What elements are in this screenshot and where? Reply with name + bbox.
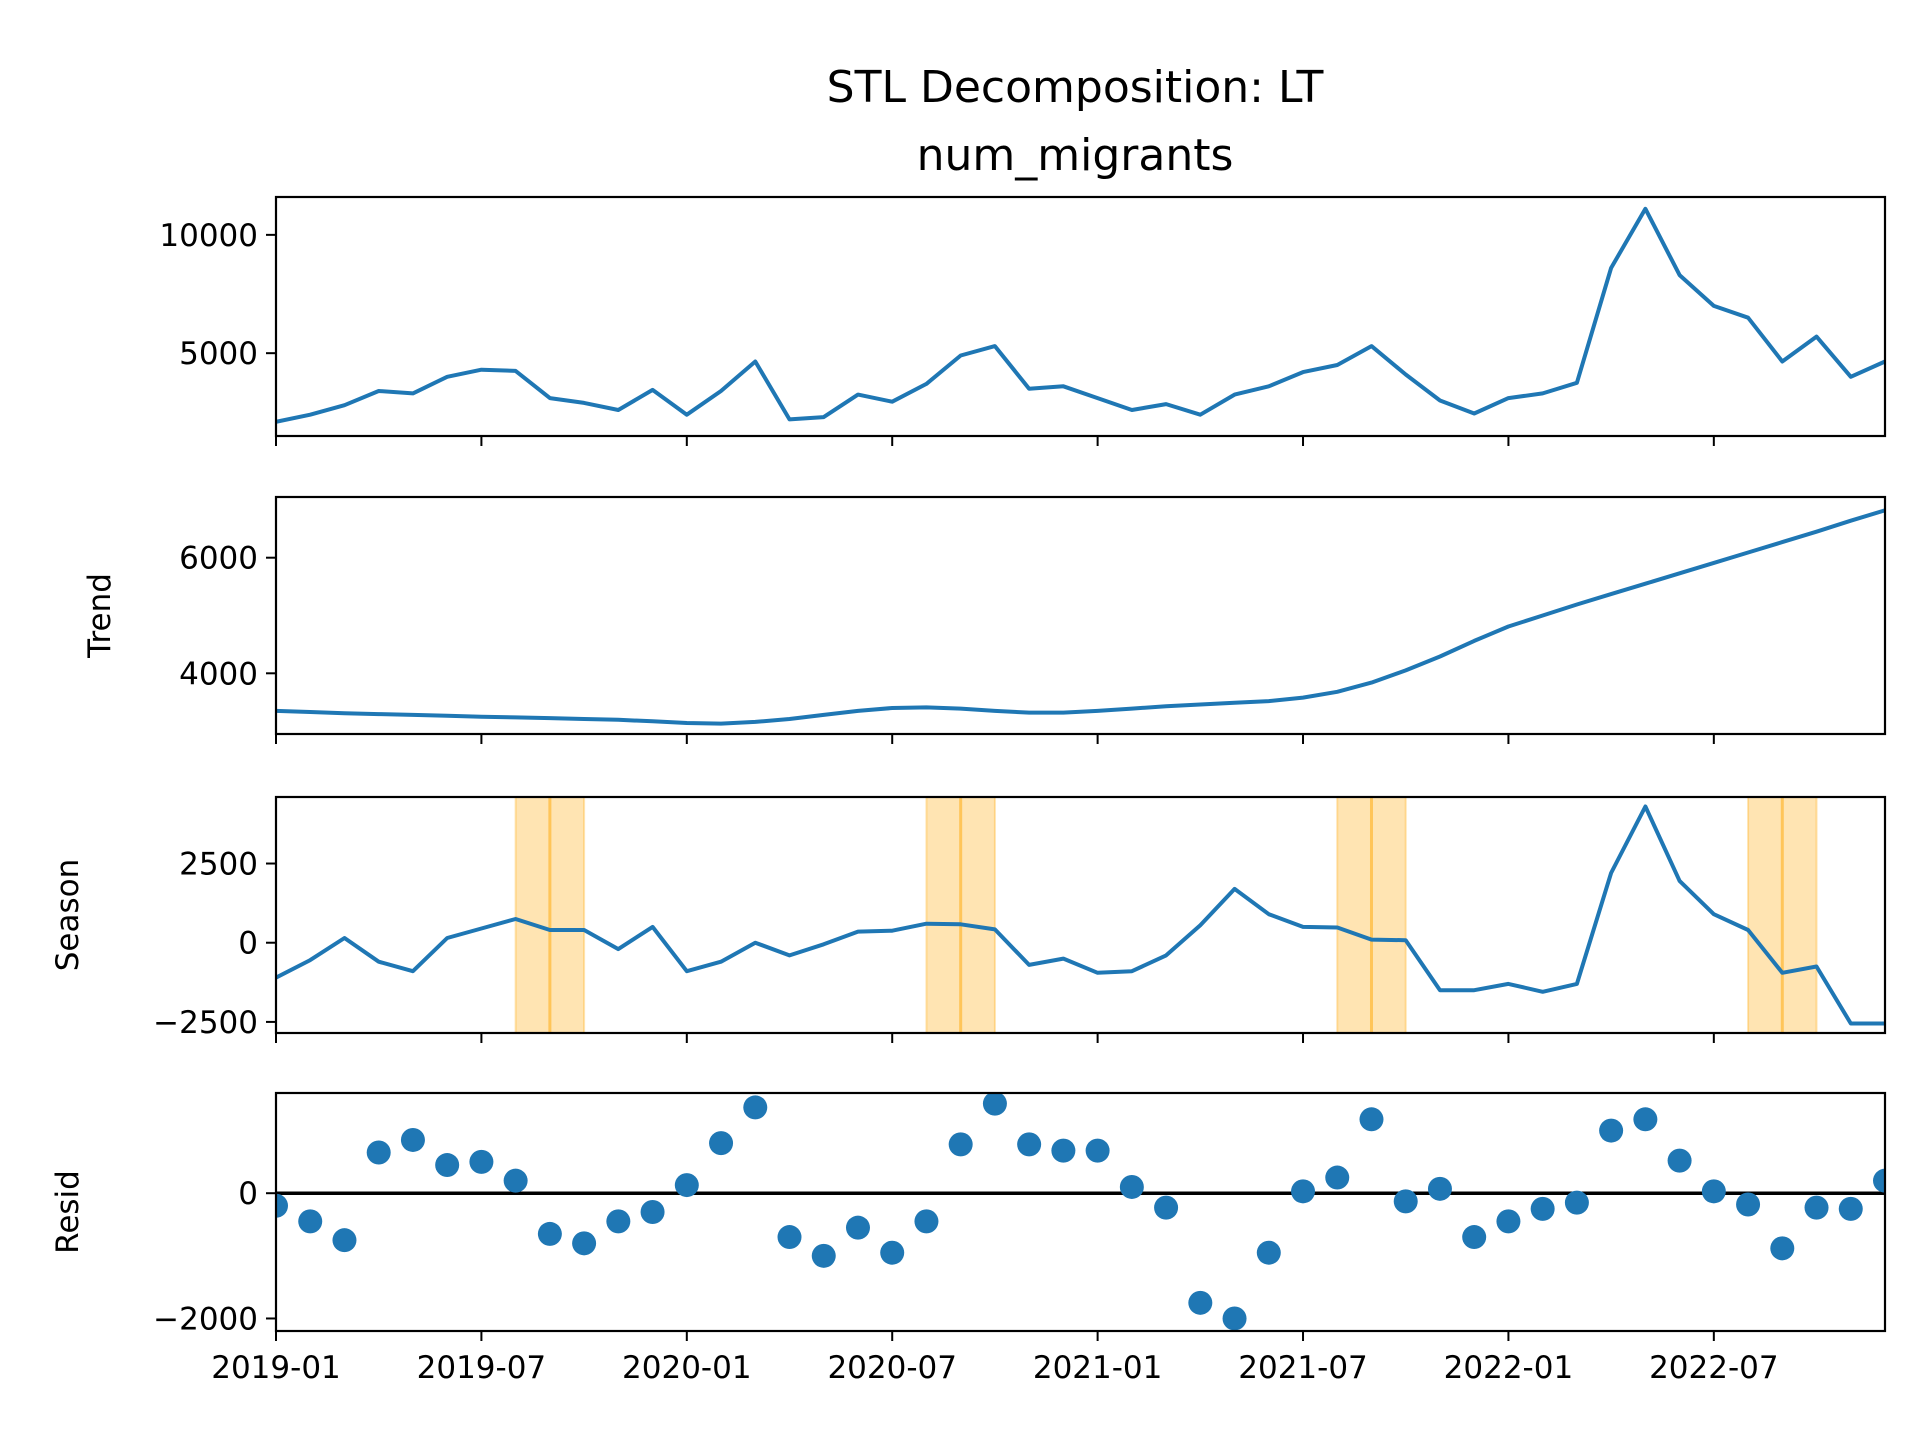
resid-point [1427, 1176, 1452, 1201]
resid-point [1119, 1174, 1144, 1199]
axes-frame [274, 195, 1887, 438]
resid-point [674, 1173, 699, 1198]
resid-point [1564, 1190, 1589, 1215]
x-tick-label: 2022-01 [1444, 1350, 1574, 1386]
resid-point [469, 1149, 494, 1174]
x-tick-label: 2022-07 [1649, 1350, 1779, 1386]
y-tick-label: 10000 [159, 218, 258, 254]
y-tick-label: 5000 [179, 336, 258, 372]
resid-point [948, 1132, 973, 1157]
resid-point [537, 1221, 562, 1246]
resid-point [1530, 1196, 1555, 1221]
y-tick-label: −2000 [153, 1301, 258, 1337]
data-marks [276, 804, 1885, 1026]
resid-point [1359, 1107, 1384, 1132]
y-axis-label: Trend [82, 573, 118, 659]
axes-frame [274, 795, 1887, 1035]
resid-point [276, 1193, 288, 1218]
axes-frame [274, 495, 1887, 736]
resid-point [982, 1093, 1007, 1116]
y-axis-label: Resid [50, 1170, 86, 1254]
y-tick-label: 2500 [179, 847, 258, 883]
x-tick-label: 2021-07 [1238, 1350, 1368, 1386]
resid-point [1496, 1209, 1521, 1234]
resid-point [880, 1240, 905, 1265]
x-tick-label: 2019-07 [417, 1350, 547, 1386]
resid-point [1770, 1236, 1795, 1261]
resid-point [1701, 1179, 1726, 1204]
resid-point [1325, 1165, 1350, 1190]
data-marks [276, 1093, 1885, 1331]
axes-frame [274, 1091, 1887, 1333]
y-tick-label: 0 [238, 926, 258, 962]
resid-point [1393, 1189, 1418, 1214]
resid-point [1017, 1132, 1042, 1157]
y-tick-label: 0 [238, 1176, 258, 1212]
resid-point [1804, 1195, 1829, 1220]
x-tick-label: 2020-01 [622, 1350, 752, 1386]
panel-resid: −2000 0 Resid 2019-01 2019-07 2020-01 2020-07 2… [50, 1091, 1887, 1386]
resid-point [332, 1228, 357, 1253]
resid-point [435, 1153, 460, 1178]
panel-observed: 5000 10000 [159, 195, 1887, 446]
resid-point [298, 1209, 323, 1234]
chart-title: STL Decomposition: LT [827, 62, 1324, 113]
x-tick-label: 2020-07 [827, 1350, 957, 1386]
resid-point [572, 1231, 597, 1256]
series-line-season [276, 804, 1885, 1026]
resid-point [1599, 1118, 1624, 1143]
resid-point [1256, 1240, 1281, 1265]
y-axis-label: Season [50, 859, 86, 972]
resid-point [1462, 1225, 1487, 1250]
resid-point [640, 1200, 665, 1224]
resid-point [366, 1140, 391, 1165]
y-tick-label: 4000 [179, 656, 258, 692]
resid-point [503, 1168, 528, 1193]
data-marks [276, 206, 1885, 424]
resid-point [1873, 1168, 1885, 1193]
chart-subtitle: num_migrants [917, 130, 1234, 181]
series-line-trend [276, 508, 1885, 726]
resid-point [1667, 1148, 1692, 1173]
panel-season: −2500 0 2500 Season [50, 795, 1887, 1043]
panel-trend: 4000 6000 Trend [82, 495, 1887, 744]
resid-point [1291, 1179, 1316, 1204]
resid-point [777, 1225, 802, 1250]
resid-point [1154, 1195, 1179, 1220]
x-tick-label: 2019-01 [211, 1350, 341, 1386]
resid-point [845, 1215, 870, 1240]
resid-point [709, 1131, 734, 1156]
resid-point [1736, 1192, 1761, 1217]
resid-point [1085, 1138, 1110, 1163]
y-tick-label: 6000 [179, 541, 258, 577]
series-line-observed [276, 206, 1885, 424]
resid-point [914, 1209, 939, 1234]
resid-point [400, 1127, 425, 1152]
panels-group: 50001000040006000Trend−250002500Season−2… [50, 195, 1887, 1386]
data-marks [276, 508, 1885, 726]
resid-point [606, 1209, 631, 1234]
resid-point [811, 1243, 836, 1268]
resid-point [1051, 1138, 1076, 1163]
resid-point [743, 1095, 768, 1120]
resid-point [1222, 1306, 1247, 1331]
resid-point [1188, 1290, 1213, 1315]
resid-point [1838, 1196, 1863, 1221]
resid-point [1633, 1107, 1658, 1132]
y-tick-label: −2500 [153, 1005, 258, 1041]
x-tick-label: 2021-01 [1033, 1350, 1163, 1386]
